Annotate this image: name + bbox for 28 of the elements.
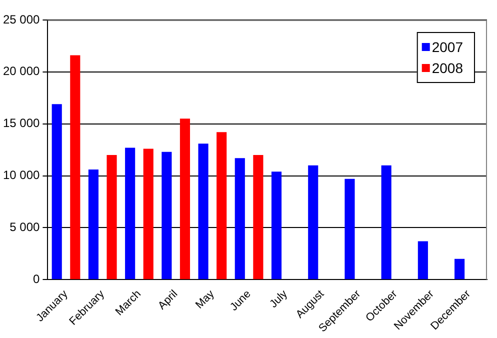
x-tick-label: July <box>268 288 290 310</box>
bar <box>253 155 264 280</box>
bar <box>143 148 154 280</box>
bar <box>454 258 465 280</box>
bar <box>308 165 318 280</box>
x-tick-label: May <box>194 288 218 312</box>
bar <box>418 241 428 280</box>
bar <box>106 155 117 280</box>
bar <box>381 165 392 280</box>
bar <box>125 148 136 280</box>
legend-label: 2008 <box>432 60 464 76</box>
bar <box>216 132 227 280</box>
y-tick-label: 0 <box>33 272 40 286</box>
bar <box>198 144 208 280</box>
y-tick-label: 15 000 <box>3 116 40 130</box>
bar <box>234 158 245 280</box>
y-tick-label: 25 000 <box>3 12 40 26</box>
bar <box>180 118 190 280</box>
bar <box>344 178 355 280</box>
bar <box>88 170 98 280</box>
bar <box>70 55 80 280</box>
bar <box>52 104 62 280</box>
y-tick-label: 5 000 <box>10 220 40 234</box>
bar <box>162 152 172 280</box>
bar <box>271 172 282 280</box>
legend-label: 2007 <box>432 38 464 55</box>
y-tick-label: 20 000 <box>3 64 40 78</box>
y-tick-label: 10 000 <box>3 168 40 182</box>
